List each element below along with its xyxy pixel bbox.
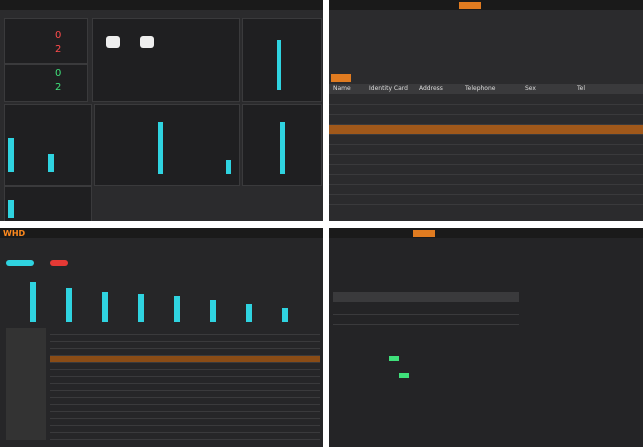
table-row [329, 155, 643, 165]
table-row [329, 135, 643, 145]
stat-card [4, 18, 88, 64]
log-row [50, 433, 320, 440]
chart-card [94, 104, 240, 186]
stat-value: 0 [55, 30, 62, 41]
active-tab [413, 230, 435, 237]
bar [158, 122, 163, 174]
chart-card [242, 18, 322, 102]
bar [8, 200, 14, 218]
log-row [50, 405, 320, 412]
log-row [50, 419, 320, 426]
icon [106, 36, 120, 48]
bar [138, 294, 144, 322]
table-row [333, 304, 519, 315]
log-table [50, 328, 320, 440]
table-row [329, 165, 643, 175]
nav-bar [0, 228, 323, 238]
table-row [329, 125, 643, 135]
bar [282, 308, 288, 322]
log-row [50, 398, 320, 405]
nav-bar [329, 0, 643, 10]
table-row [329, 195, 643, 205]
column-header: Identity Card [369, 85, 408, 92]
log-row [50, 384, 320, 391]
log-row [50, 426, 320, 433]
table-row [329, 175, 643, 185]
table-row [329, 105, 643, 115]
stat-card [4, 64, 88, 102]
table-header: Name Identity Card Address Telephone Sex Tel [329, 84, 643, 94]
column-header: Sex [525, 85, 536, 92]
table-row [329, 185, 643, 195]
bar [8, 138, 14, 172]
bar [66, 288, 72, 322]
tag [50, 260, 68, 266]
log-row [50, 328, 320, 335]
log-row [50, 377, 320, 384]
log-row [50, 363, 320, 370]
nav-bar [0, 0, 323, 10]
stat-value: 0 [55, 68, 62, 79]
table-row [329, 145, 643, 155]
table-header [333, 292, 519, 302]
table-body [329, 95, 643, 205]
column-header: Telephone [465, 85, 496, 92]
log-row [50, 349, 320, 356]
monitor-panel: WHD [0, 228, 323, 447]
sidebar [6, 328, 46, 440]
stat-value: 2 [55, 44, 62, 55]
bar [246, 304, 252, 322]
log-row [50, 342, 320, 349]
logo: WHD [3, 229, 26, 238]
column-header: Address [419, 85, 443, 92]
tag [6, 260, 34, 266]
bar [30, 282, 36, 322]
chart-card [4, 186, 92, 221]
chart-card [4, 104, 92, 186]
bar [210, 300, 216, 322]
bar [102, 292, 108, 322]
dashboard-panel: 0 2 0 2 [0, 0, 323, 221]
log-row [50, 370, 320, 377]
table-row [329, 95, 643, 105]
bar [226, 160, 231, 174]
bar [174, 296, 180, 322]
bar-chart [10, 274, 310, 322]
records-panel: Name Identity Card Address Telephone Sex Tel [329, 0, 643, 221]
log-row [50, 391, 320, 398]
detail-panel [329, 228, 643, 447]
module-card [92, 18, 240, 102]
nav-bar [329, 228, 643, 238]
status [389, 356, 399, 361]
column-header: Tel [577, 85, 586, 92]
log-row [50, 412, 320, 419]
bar [280, 122, 285, 174]
log-row [50, 335, 320, 342]
stat-value: 2 [55, 82, 62, 93]
table-row [329, 115, 643, 125]
log-row [50, 356, 320, 363]
column-header: Name [333, 85, 351, 92]
table-row [333, 314, 519, 325]
icon [140, 36, 154, 48]
active-tab [459, 2, 481, 9]
tab[interactable] [331, 74, 351, 82]
status [399, 373, 409, 378]
bar [277, 40, 281, 90]
bar [48, 154, 54, 172]
